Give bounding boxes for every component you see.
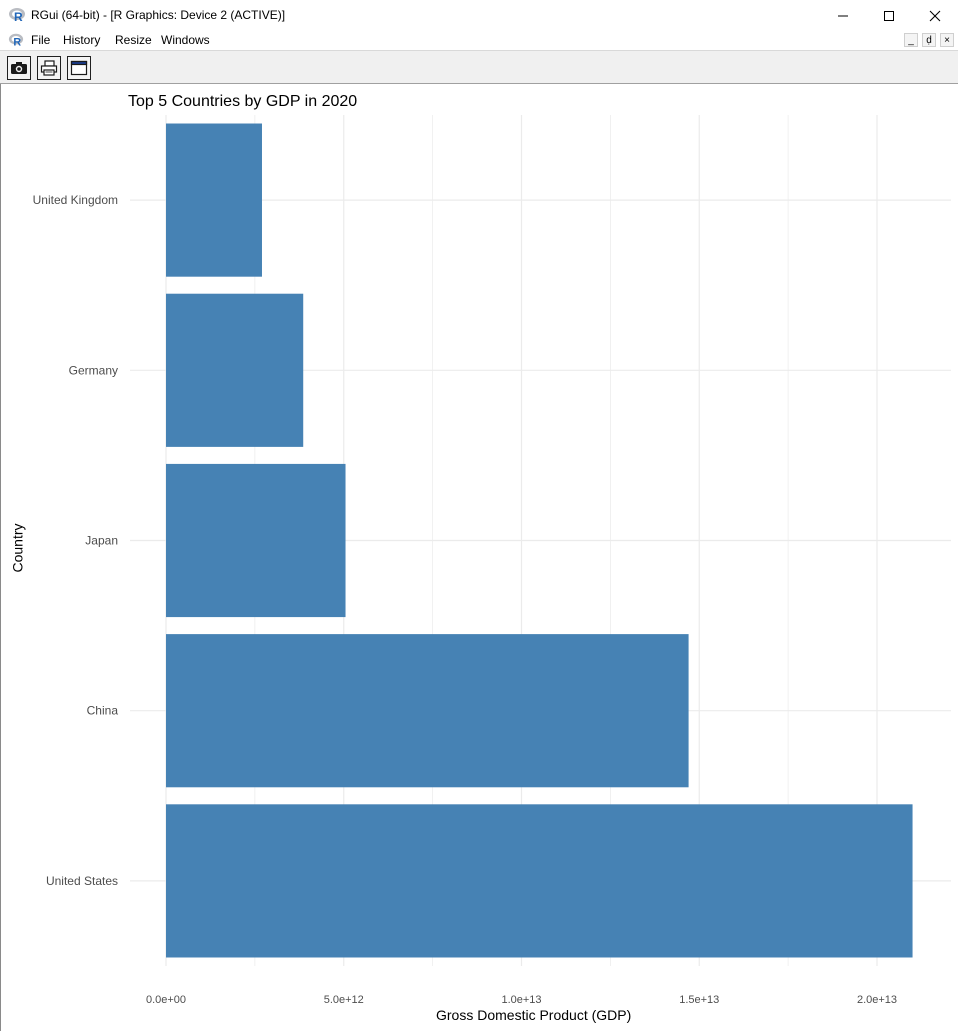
x-axis-title: Gross Domestic Product (GDP) <box>436 1007 632 1023</box>
r-logo-icon: R <box>9 8 25 24</box>
y-tick-label: Germany <box>69 363 118 377</box>
menu-file[interactable]: File <box>31 33 51 47</box>
toolbar <box>0 50 958 84</box>
printer-icon <box>40 60 58 76</box>
chart-title: Top 5 Countries by GDP in 2020 <box>128 93 358 110</box>
window-title: RGui (64-bit) - [R Graphics: Device 2 (A… <box>31 8 286 22</box>
x-tick-label: 1.5e+13 <box>679 994 719 1006</box>
menu-resize[interactable]: Resize <box>115 33 152 47</box>
copy-bitmap-button[interactable] <box>7 56 31 80</box>
mdi-minimize-button[interactable]: _ <box>904 33 918 47</box>
bar-germany <box>166 293 304 447</box>
y-tick-label: China <box>87 704 119 718</box>
x-tick-label: 0.0e+00 <box>146 994 186 1006</box>
window-icon <box>70 60 88 76</box>
x-tick-label: 1.0e+13 <box>501 994 541 1006</box>
y-tick-label: United States <box>46 874 118 888</box>
x-tick-label: 2.0e+13 <box>857 994 897 1006</box>
window-button[interactable] <box>67 56 91 80</box>
y-tick-label: United Kingdom <box>33 193 118 207</box>
plot-area: United States China Japan Germany United Kin… <box>0 84 958 1031</box>
r-logo-icon: R <box>8 33 24 48</box>
y-tick-label: Japan <box>85 534 118 548</box>
maximize-button[interactable] <box>866 0 912 31</box>
bar-japan <box>166 463 346 618</box>
minimize-icon <box>838 15 848 16</box>
print-button[interactable] <box>37 56 61 80</box>
menu-history[interactable]: History <box>63 33 101 47</box>
menu-windows[interactable]: Windows <box>161 33 210 47</box>
bar-united-kingdom <box>166 123 262 277</box>
close-icon <box>929 10 941 21</box>
menu-bar: R File History Resize Windows _ ḍ × <box>0 31 958 50</box>
y-axis-title: Country <box>9 523 26 573</box>
maximize-icon <box>884 10 894 21</box>
minimize-button[interactable] <box>820 0 866 31</box>
bar-chart: United States China Japan Germany United Kin… <box>33 115 951 1006</box>
mdi-close-button[interactable]: × <box>940 33 954 47</box>
bar-china <box>166 634 689 788</box>
title-bar: R RGui (64-bit) - [R Graphics: Device 2 … <box>0 0 958 31</box>
x-tick-label: 5.0e+12 <box>324 994 364 1006</box>
camera-icon <box>11 62 27 74</box>
bar-united-states <box>166 804 913 958</box>
svg-text:R: R <box>14 10 23 24</box>
close-button[interactable] <box>912 0 958 31</box>
svg-text:R: R <box>13 36 21 48</box>
mdi-restore-button[interactable]: ḍ <box>922 33 936 47</box>
